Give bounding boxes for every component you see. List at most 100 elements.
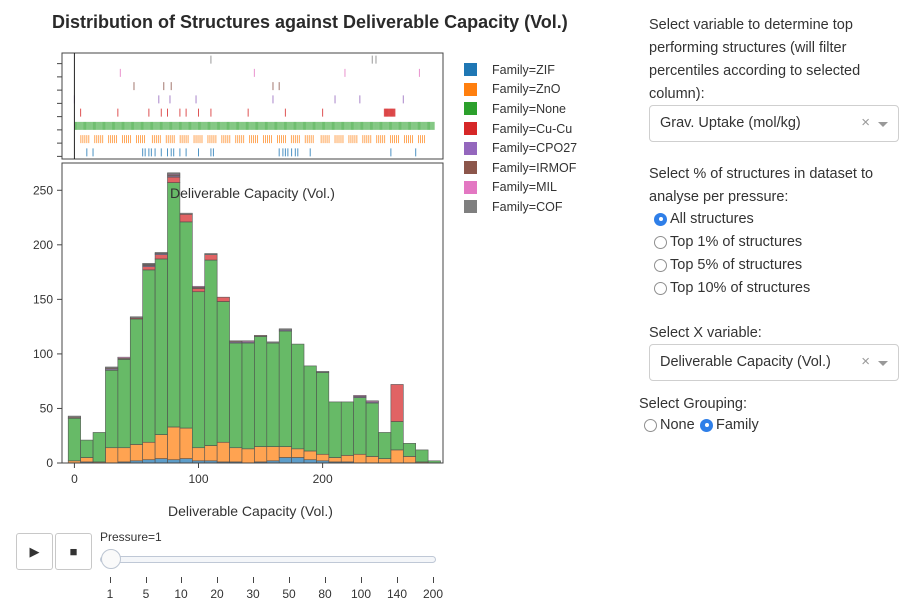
- histogram-bar[interactable]: [154, 258, 168, 435]
- clear-icon[interactable]: ×: [861, 353, 870, 370]
- histogram-bar[interactable]: [378, 458, 392, 464]
- histogram-bar[interactable]: [241, 448, 255, 464]
- histogram-bar[interactable]: [353, 397, 367, 455]
- histogram-bar[interactable]: [154, 252, 168, 254]
- legend-item[interactable]: Family=ZIF: [464, 60, 577, 80]
- histogram-bar[interactable]: [291, 343, 305, 450]
- histogram-bar[interactable]: [105, 447, 119, 464]
- histogram-bar[interactable]: [192, 291, 206, 449]
- percent-option[interactable]: All structures: [654, 211, 754, 227]
- histogram-bar[interactable]: [303, 450, 317, 461]
- histogram-bar[interactable]: [365, 456, 379, 464]
- histogram-bar[interactable]: [67, 415, 81, 418]
- slider-tick-label[interactable]: 30: [246, 587, 260, 601]
- histogram-bar[interactable]: [415, 449, 429, 463]
- histogram-bar[interactable]: [179, 213, 193, 223]
- stop-button[interactable]: ■: [55, 533, 92, 570]
- legend-item[interactable]: Family=None: [464, 99, 577, 119]
- histogram-bar[interactable]: [365, 402, 379, 457]
- percent-option[interactable]: Top 1% of structures: [654, 234, 802, 250]
- histogram-bar[interactable]: [142, 441, 156, 461]
- histogram-bar[interactable]: [129, 444, 143, 462]
- histogram-bar[interactable]: [278, 328, 292, 331]
- histogram-bar[interactable]: [167, 182, 181, 428]
- histogram-bar[interactable]: [179, 212, 193, 215]
- slider-tick-label[interactable]: 20: [210, 587, 224, 601]
- histogram-bar[interactable]: [154, 434, 168, 459]
- chevron-down-icon[interactable]: [878, 122, 888, 127]
- histogram-bar[interactable]: [402, 456, 416, 464]
- slider-tick-label[interactable]: 5: [142, 587, 150, 601]
- histogram-bar[interactable]: [216, 301, 230, 443]
- histogram-bar[interactable]: [216, 441, 230, 463]
- histogram-bar[interactable]: [105, 369, 119, 449]
- grouping-option[interactable]: None: [644, 417, 695, 433]
- histogram-bar[interactable]: [328, 457, 342, 463]
- histogram-bar[interactable]: [129, 316, 143, 319]
- radio-button[interactable]: [654, 212, 667, 226]
- x-variable-dropdown[interactable]: Deliverable Capacity (Vol.) ×: [649, 344, 899, 381]
- grouping-option[interactable]: Family: [700, 417, 759, 433]
- histogram-bar[interactable]: [80, 439, 94, 458]
- histogram-bar[interactable]: [278, 330, 292, 447]
- histogram-bar[interactable]: [365, 400, 379, 403]
- slider-tick-label[interactable]: 100: [350, 587, 372, 601]
- histogram-bar[interactable]: [179, 427, 193, 459]
- histogram-bar[interactable]: [167, 172, 181, 175]
- slider-tick-label[interactable]: 200: [422, 587, 444, 601]
- histogram-bar[interactable]: [204, 259, 218, 446]
- histogram-bar[interactable]: [154, 458, 168, 464]
- legend-item[interactable]: Family=IRMOF: [464, 158, 577, 178]
- histogram-bar[interactable]: [303, 365, 317, 452]
- slider-tick-label[interactable]: 10: [174, 587, 188, 601]
- histogram-bar[interactable]: [179, 221, 193, 429]
- histogram-bar[interactable]: [328, 401, 342, 458]
- histogram-bar[interactable]: [266, 342, 280, 447]
- histogram-bar[interactable]: [92, 432, 106, 463]
- histogram-bar[interactable]: [142, 269, 156, 443]
- histogram-bar[interactable]: [266, 341, 280, 344]
- histogram-bar[interactable]: [204, 254, 218, 261]
- legend-item[interactable]: Family=MIL: [464, 178, 577, 198]
- top-variable-dropdown[interactable]: Grav. Uptake (mol/kg) ×: [649, 105, 899, 142]
- histogram-bar[interactable]: [216, 296, 230, 302]
- histogram-bar[interactable]: [229, 342, 243, 449]
- histogram-bar[interactable]: [390, 421, 404, 451]
- histogram-bar[interactable]: [179, 458, 193, 464]
- radio-button[interactable]: [654, 258, 667, 272]
- histogram-bar[interactable]: [80, 457, 94, 463]
- histogram-bar[interactable]: [316, 372, 330, 455]
- histogram-bar[interactable]: [105, 366, 119, 369]
- histogram-bar[interactable]: [229, 340, 243, 343]
- histogram-bar[interactable]: [254, 336, 268, 447]
- histogram-bar[interactable]: [167, 426, 181, 461]
- legend-item[interactable]: Family=ZnO: [464, 80, 577, 100]
- histogram-bar[interactable]: [241, 340, 255, 343]
- histogram-bar[interactable]: [117, 356, 131, 359]
- histogram-bar[interactable]: [117, 447, 131, 463]
- histogram-bar[interactable]: [129, 318, 143, 445]
- slider-tick-label[interactable]: 140: [386, 587, 408, 601]
- pressure-slider-track[interactable]: [100, 556, 436, 563]
- slider-tick-label[interactable]: 1: [106, 587, 114, 601]
- histogram-bar[interactable]: [353, 453, 367, 464]
- histogram-bar[interactable]: [390, 384, 404, 422]
- chevron-down-icon[interactable]: [878, 361, 888, 366]
- radio-button[interactable]: [654, 281, 667, 295]
- clear-icon[interactable]: ×: [861, 114, 870, 131]
- histogram-bar[interactable]: [204, 445, 218, 462]
- percent-option[interactable]: Top 10% of structures: [654, 280, 810, 296]
- histogram-bar[interactable]: [254, 446, 268, 463]
- radio-button[interactable]: [654, 235, 667, 249]
- histogram-bar[interactable]: [278, 446, 292, 458]
- radio-button[interactable]: [644, 418, 657, 432]
- legend-item[interactable]: Family=COF: [464, 197, 577, 217]
- histogram-bar[interactable]: [266, 446, 280, 462]
- histogram-bar[interactable]: [192, 288, 206, 293]
- histogram-bar[interactable]: [192, 285, 206, 288]
- legend-item[interactable]: Family=CPO27: [464, 138, 577, 158]
- radio-button[interactable]: [700, 418, 713, 432]
- slider-tick-label[interactable]: 50: [282, 587, 296, 601]
- histogram-bar[interactable]: [316, 371, 330, 373]
